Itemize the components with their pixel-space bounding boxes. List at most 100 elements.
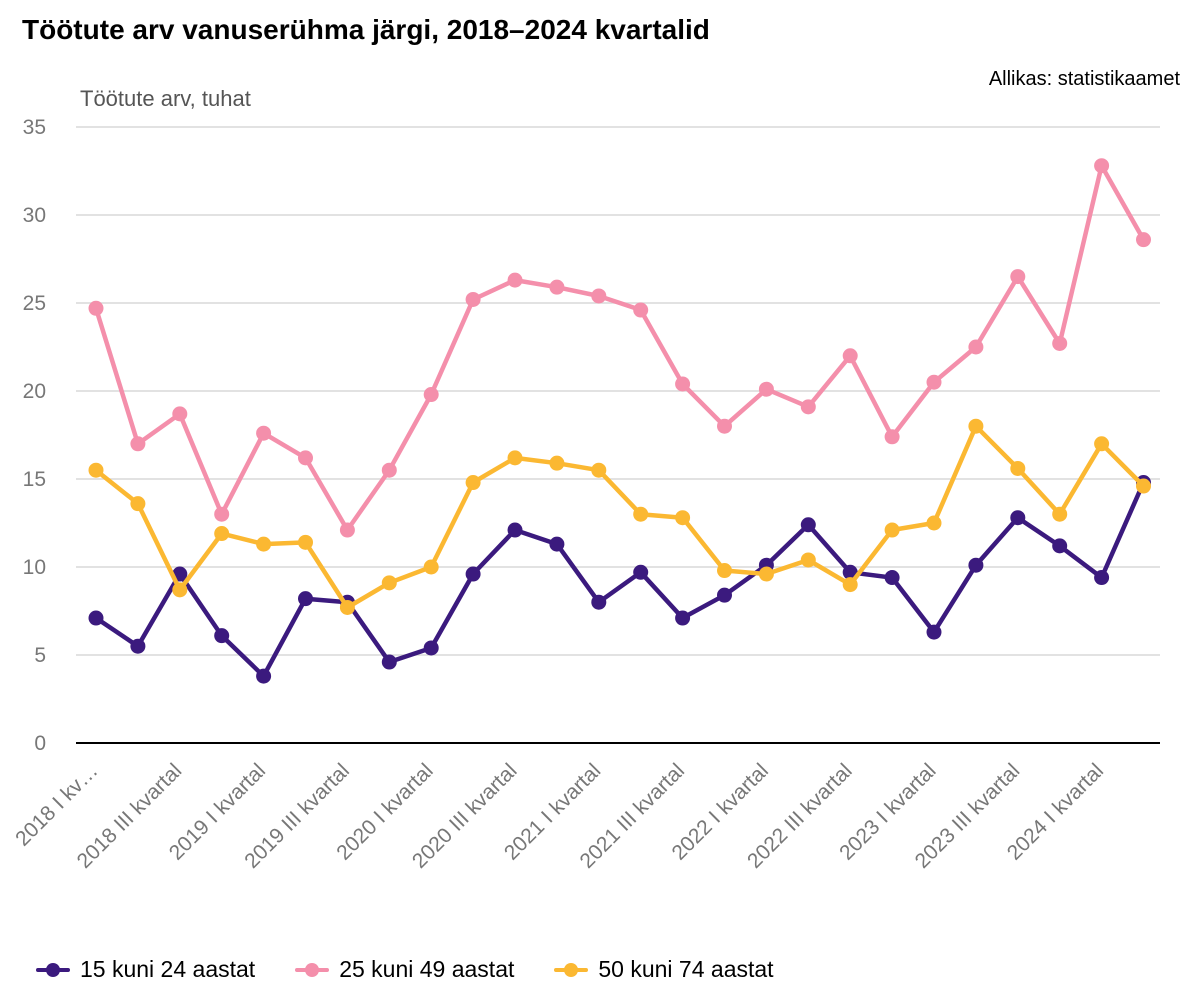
data-point[interactable] [675,376,691,392]
data-point[interactable] [800,552,816,568]
data-point[interactable] [1136,232,1151,248]
data-point[interactable] [1052,506,1068,522]
data-point[interactable] [256,425,272,441]
data-point[interactable] [758,381,774,397]
data-point[interactable] [339,522,355,538]
data-point[interactable] [968,557,984,573]
series-2 [88,158,1151,538]
data-point[interactable] [507,272,523,288]
data-point[interactable] [88,300,104,316]
data-point[interactable] [1094,436,1110,452]
x-tick-label: 2018 I kv… [11,759,102,850]
data-point[interactable] [717,587,732,603]
data-point[interactable] [884,570,900,586]
data-point[interactable] [717,418,732,434]
data-point[interactable] [1010,269,1026,285]
data-point[interactable] [926,374,942,390]
data-point[interactable] [172,582,188,598]
data-point[interactable] [633,506,649,522]
data-point[interactable] [423,640,439,656]
gridlines [76,126,1160,744]
data-point[interactable] [591,462,607,478]
data-point[interactable] [88,610,104,626]
legend-label: 25 kuni 49 aastat [339,956,515,982]
series-3 [88,418,1151,615]
y-axis-label: Töötute arv, tuhat [80,86,251,111]
data-point[interactable] [381,462,397,478]
data-point[interactable] [130,638,146,654]
data-point[interactable] [549,536,565,552]
data-point[interactable] [214,506,230,522]
data-point[interactable] [884,522,900,538]
data-point[interactable] [339,599,355,615]
legend-item[interactable]: 25 kuni 49 aastat [295,956,514,983]
data-point[interactable] [926,624,942,640]
data-point[interactable] [465,291,481,307]
data-point[interactable] [214,628,230,644]
data-point[interactable] [758,566,774,582]
legend-swatch [36,962,70,977]
legend-label: 15 kuni 24 aastat [80,956,256,982]
series-line [93,163,1146,533]
data-point[interactable] [130,496,146,512]
line-chart: 0 5 10 15 20 25 30 35 2018 I kv…2018 III kvarta… [11,116,1160,873]
series-group [88,158,1151,684]
legend: 15 kuni 24 aastat 25 kuni 49 aastat 50 kun… [36,956,774,983]
data-point[interactable] [717,563,732,579]
data-point[interactable] [256,536,272,552]
y-tick-label: 10 [23,556,46,579]
source-label: Allikas: statistikaamet [988,68,1180,90]
data-point[interactable] [381,654,397,670]
data-point[interactable] [423,387,439,403]
data-point[interactable] [549,455,565,471]
y-tick-label: 25 [23,292,46,315]
data-point[interactable] [507,450,523,466]
legend-swatch [554,962,589,977]
data-point[interactable] [507,522,523,538]
data-point[interactable] [465,475,481,491]
data-point[interactable] [381,575,397,591]
data-point[interactable] [423,559,439,575]
data-point[interactable] [884,429,900,445]
data-point[interactable] [549,279,565,295]
data-point[interactable] [800,517,816,533]
data-point[interactable] [926,515,942,531]
y-tick-label: 35 [23,116,46,139]
data-point[interactable] [298,591,313,607]
data-point[interactable] [968,418,984,434]
legend-item[interactable]: 15 kuni 24 aastat [36,956,255,983]
data-point[interactable] [675,610,691,626]
data-point[interactable] [633,302,649,318]
data-point[interactable] [968,339,984,355]
y-tick-label: 5 [34,644,46,667]
data-point[interactable] [88,462,104,478]
data-point[interactable] [465,566,481,582]
data-point[interactable] [130,436,146,452]
data-point[interactable] [1094,158,1110,174]
y-tick-label: 0 [34,732,46,755]
y-tick-label: 30 [23,204,46,227]
data-point[interactable] [172,406,188,422]
data-point[interactable] [256,668,272,684]
data-point[interactable] [1052,335,1068,351]
data-point[interactable] [298,450,313,466]
data-point[interactable] [1094,570,1110,586]
data-point[interactable] [1052,538,1068,554]
data-point[interactable] [1136,478,1151,494]
data-point[interactable] [214,526,230,542]
data-point[interactable] [675,510,691,526]
y-axis-ticks: 0 5 10 15 20 25 30 35 [23,116,46,755]
data-point[interactable] [591,288,607,304]
data-point[interactable] [1010,460,1026,476]
legend-swatch [295,962,330,977]
data-point[interactable] [842,577,858,593]
data-point[interactable] [591,594,607,610]
data-point[interactable] [633,564,649,580]
legend-item[interactable]: 50 kuni 74 aastat [554,956,774,983]
data-point[interactable] [800,399,816,415]
series-1 [88,475,1151,684]
data-point[interactable] [1010,510,1026,526]
data-point[interactable] [298,534,313,550]
data-point[interactable] [842,348,858,364]
